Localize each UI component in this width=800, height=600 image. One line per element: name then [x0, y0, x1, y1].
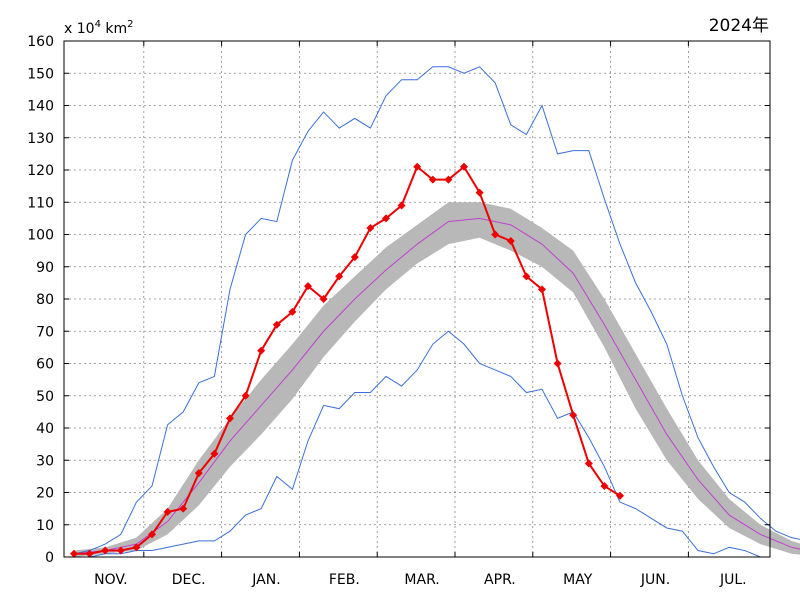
normal-range-band [74, 202, 800, 557]
current-point [444, 175, 453, 184]
x-tick-label: JUL. [719, 572, 747, 588]
current-point [350, 253, 359, 262]
y-tick-label: 0 [45, 550, 54, 566]
current-point [194, 469, 203, 478]
current-point [319, 295, 328, 303]
current-point [616, 491, 624, 500]
x-tick-label: MAY [563, 572, 593, 588]
x-tick-label: NOV. [94, 572, 127, 588]
y-tick-label: 100 [27, 228, 54, 244]
current-point [366, 224, 375, 233]
plot-background [64, 41, 770, 557]
x-tick-label: DEC. [172, 572, 206, 588]
current-point [569, 411, 578, 420]
mean-line [73, 217, 800, 555]
x-tick-label: JUN. [640, 572, 670, 588]
x-tick-label: JAN. [251, 572, 280, 588]
y-tick-label: 90 [36, 260, 54, 276]
y-tick-label: 30 [36, 453, 54, 469]
current-point [257, 346, 266, 355]
current-point [304, 282, 312, 291]
current-point [475, 188, 484, 197]
current-point [163, 507, 172, 516]
current-season-markers [70, 162, 624, 558]
current-point [70, 549, 78, 558]
x-tick-label: APR. [484, 572, 516, 588]
y-tick-label: 140 [27, 99, 54, 115]
current-point [584, 459, 593, 468]
y-tick-label: 130 [27, 131, 54, 147]
current-point [335, 272, 344, 281]
current-point [491, 230, 500, 239]
band-area [74, 202, 800, 557]
current-point [210, 449, 219, 458]
current-line [74, 165, 621, 555]
current-point [428, 175, 437, 184]
current-point [413, 162, 422, 171]
current-point [85, 549, 94, 558]
y-unit-label: x 104 km2 [64, 19, 134, 37]
x-tick-label: MAR. [404, 572, 439, 588]
current-point [272, 320, 281, 329]
y-tick-label: 10 [36, 518, 54, 534]
max-line [73, 66, 800, 555]
current-point [460, 162, 468, 171]
current-point [288, 307, 297, 316]
y-tick-label: 150 [27, 66, 54, 82]
current-point [132, 543, 141, 552]
y-tick-label: 60 [36, 357, 54, 373]
y-tick-label: 80 [36, 292, 54, 308]
y-tick-label: 20 [36, 486, 54, 502]
y-tick-label: 160 [27, 34, 54, 50]
series-lines [73, 66, 800, 558]
year-label: 2024年 [709, 16, 769, 36]
current-point [241, 391, 250, 400]
y-tick-label: 50 [36, 389, 54, 405]
x-tick-label: FEB. [329, 572, 360, 588]
current-point [179, 504, 188, 513]
min-line [74, 330, 761, 558]
y-tick-label: 110 [27, 195, 54, 211]
current-point [116, 546, 125, 555]
y-tick-label: 40 [36, 421, 54, 437]
current-point [522, 272, 531, 281]
current-point [148, 530, 156, 539]
current-point [226, 414, 234, 423]
current-point [101, 546, 110, 555]
current-point [382, 214, 390, 223]
current-point [538, 285, 546, 294]
y-axis: 0 10 20 30 40 50 60 70 80 90 100 110 120 130 140 150 160 [27, 34, 770, 566]
y-tick-label: 120 [27, 163, 54, 179]
current-point [397, 201, 406, 210]
x-axis: NOV. DEC. JAN. FEB. MAR. APR. MAY JUN. JUL. [94, 41, 747, 588]
current-point [600, 482, 609, 491]
current-point [506, 236, 515, 245]
y-tick-label: 70 [36, 324, 54, 340]
current-point [553, 359, 562, 368]
